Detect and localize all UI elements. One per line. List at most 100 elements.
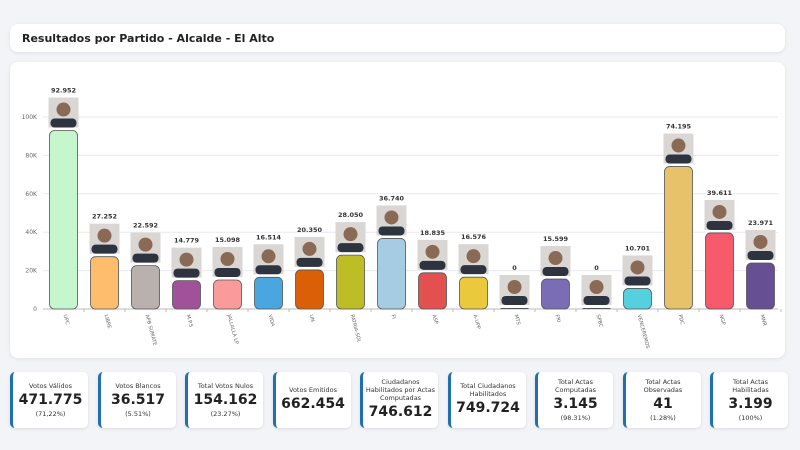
stat-label: Total Votos Nulos	[197, 382, 254, 390]
stat-label: Total Ciudadanos Habilitados	[460, 382, 516, 398]
bar[interactable]	[541, 278, 570, 310]
bar-value-label: 74.195	[666, 123, 692, 131]
x-tick-label: SPBC	[595, 314, 604, 329]
stat-label: Votos Válidos	[29, 382, 72, 390]
stat-value: 154.162	[193, 392, 258, 408]
x-tick-label: UPC	[62, 314, 71, 326]
bar-value-label: 0	[594, 264, 599, 272]
stat-value: 3.145	[553, 396, 598, 412]
bar[interactable]	[500, 308, 529, 309]
bar[interactable]	[705, 232, 734, 310]
y-tick-label: 100K	[22, 114, 38, 121]
bar-value-label: 92.952	[51, 87, 76, 95]
candidate-photo	[704, 199, 735, 230]
y-tick-label: 40K	[25, 229, 38, 236]
page-title: Resultados por Partido - Alcalde - El Al…	[22, 32, 275, 45]
stat-card: Votos Emitidos 662.454	[272, 372, 351, 428]
bar-value-label: 28.050	[338, 211, 364, 219]
stat-percent: (5.51%)	[125, 410, 151, 418]
chart-card: 0 20K 40K 60K 80K 100K 92.952 UPC 27.252 LIBRE 22.…	[10, 62, 785, 358]
bar-value-label: 18.835	[420, 229, 446, 237]
bar-value-label: 15.098	[215, 236, 241, 244]
bar-value-label: 15.599	[543, 235, 569, 243]
bar[interactable]	[295, 269, 324, 310]
candidate-photo	[540, 246, 571, 277]
candidate-photo	[745, 229, 776, 260]
stat-value: 749.724	[456, 400, 520, 416]
x-tick-label: ASP	[431, 314, 439, 325]
candidate-photo	[458, 244, 489, 275]
stat-label: Ciudadanos Habilitados por Actas Computa…	[365, 378, 436, 402]
bar-value-label: 14.779	[174, 237, 200, 245]
bar[interactable]	[213, 279, 242, 310]
bar[interactable]	[623, 288, 652, 310]
x-tick-label: M.P.S	[185, 314, 194, 328]
candidate-photo	[294, 236, 325, 267]
bar[interactable]	[336, 254, 365, 310]
bar[interactable]	[746, 262, 775, 310]
stat-label: Total Actas Observadas	[643, 378, 683, 394]
y-tick-label: 20K	[25, 268, 38, 275]
x-tick-label: NGP	[718, 314, 727, 326]
x-tick-label: APB SUMATE	[144, 314, 158, 346]
bar-value-label: 10.701	[625, 244, 651, 252]
candidate-photo	[376, 205, 407, 236]
x-tick-label: PATRIA-SOL	[349, 314, 362, 344]
stat-label: Total Actas Computadas	[554, 378, 597, 394]
candidate-photo	[212, 247, 243, 278]
stat-card: Total Actas Computadas 3.145 (98.31%)	[535, 372, 613, 428]
stat-percent: (71,22%)	[35, 410, 66, 418]
bar[interactable]	[459, 276, 488, 310]
y-tick-label: 0	[33, 306, 37, 313]
stat-card: Total Actas Habilitadas 3.199 (100%)	[710, 372, 788, 428]
stat-value: 662.454	[281, 396, 345, 412]
bar-value-label: 23.971	[748, 219, 774, 227]
bar[interactable]	[582, 308, 611, 309]
stat-label: Votos Blancos	[115, 382, 161, 390]
bar-value-label: 22.592	[133, 222, 158, 230]
bar-value-label: 16.576	[461, 233, 487, 241]
x-tick-label: PDC	[677, 314, 686, 326]
candidate-photo	[48, 97, 79, 128]
bar[interactable]	[90, 256, 119, 310]
candidate-photo	[89, 223, 120, 254]
stat-card: Total Votos Nulos 154.162 (23.27%)	[185, 372, 263, 428]
candidate-photo	[499, 275, 530, 305]
stat-value: 3.199	[728, 396, 773, 412]
bar[interactable]	[131, 265, 160, 310]
candidate-photo	[663, 133, 694, 164]
bar-value-label: 16.514	[256, 233, 282, 241]
bar[interactable]	[254, 276, 283, 310]
x-tick-label: JALLALLA LP	[225, 313, 239, 345]
stat-value: 41	[653, 396, 673, 412]
bar[interactable]	[49, 130, 78, 310]
x-tick-label: MTS	[513, 314, 522, 326]
bar-chart: 0 20K 40K 60K 80K 100K 92.952 UPC 27.252 LIBRE 22.…	[22, 87, 782, 349]
stat-value: 36.517	[110, 392, 166, 408]
bar[interactable]	[418, 272, 447, 310]
x-tick-label: VENCEREMOS	[636, 314, 651, 349]
stat-value: 746.612	[368, 404, 433, 420]
bar-value-label: 20.350	[297, 226, 323, 234]
bar-value-label: 39.611	[707, 189, 733, 197]
bar[interactable]	[172, 280, 201, 310]
bar-value-label: 0	[512, 264, 517, 272]
y-tick-label: 60K	[25, 191, 38, 198]
bar-value-label: 27.252	[92, 213, 117, 221]
stat-value: 471.775	[18, 392, 83, 408]
stat-card: Votos Válidos 471.775 (71,22%)	[10, 372, 88, 428]
stat-card: Votos Blancos 36.517 (5.51%)	[97, 372, 176, 428]
x-tick-label: FI	[390, 314, 397, 320]
bar[interactable]	[664, 166, 693, 310]
x-tick-label: FRI	[554, 314, 562, 323]
bar-value-label: 36.740	[379, 194, 405, 202]
stat-card: Total Actas Observadas 41 (1.28%)	[622, 372, 701, 428]
stat-card: Ciudadanos Habilitados por Actas Computa…	[360, 372, 438, 428]
x-tick-label: A-UPP	[472, 314, 482, 330]
candidate-photo	[253, 244, 284, 275]
bar[interactable]	[377, 238, 406, 310]
candidate-photo	[171, 247, 202, 278]
stat-percent: (23.27%)	[210, 410, 241, 418]
stat-card: Total Ciudadanos Habilitados 749.724	[447, 372, 526, 428]
chart-title-card: Resultados por Partido - Alcalde - El Al…	[10, 24, 785, 52]
